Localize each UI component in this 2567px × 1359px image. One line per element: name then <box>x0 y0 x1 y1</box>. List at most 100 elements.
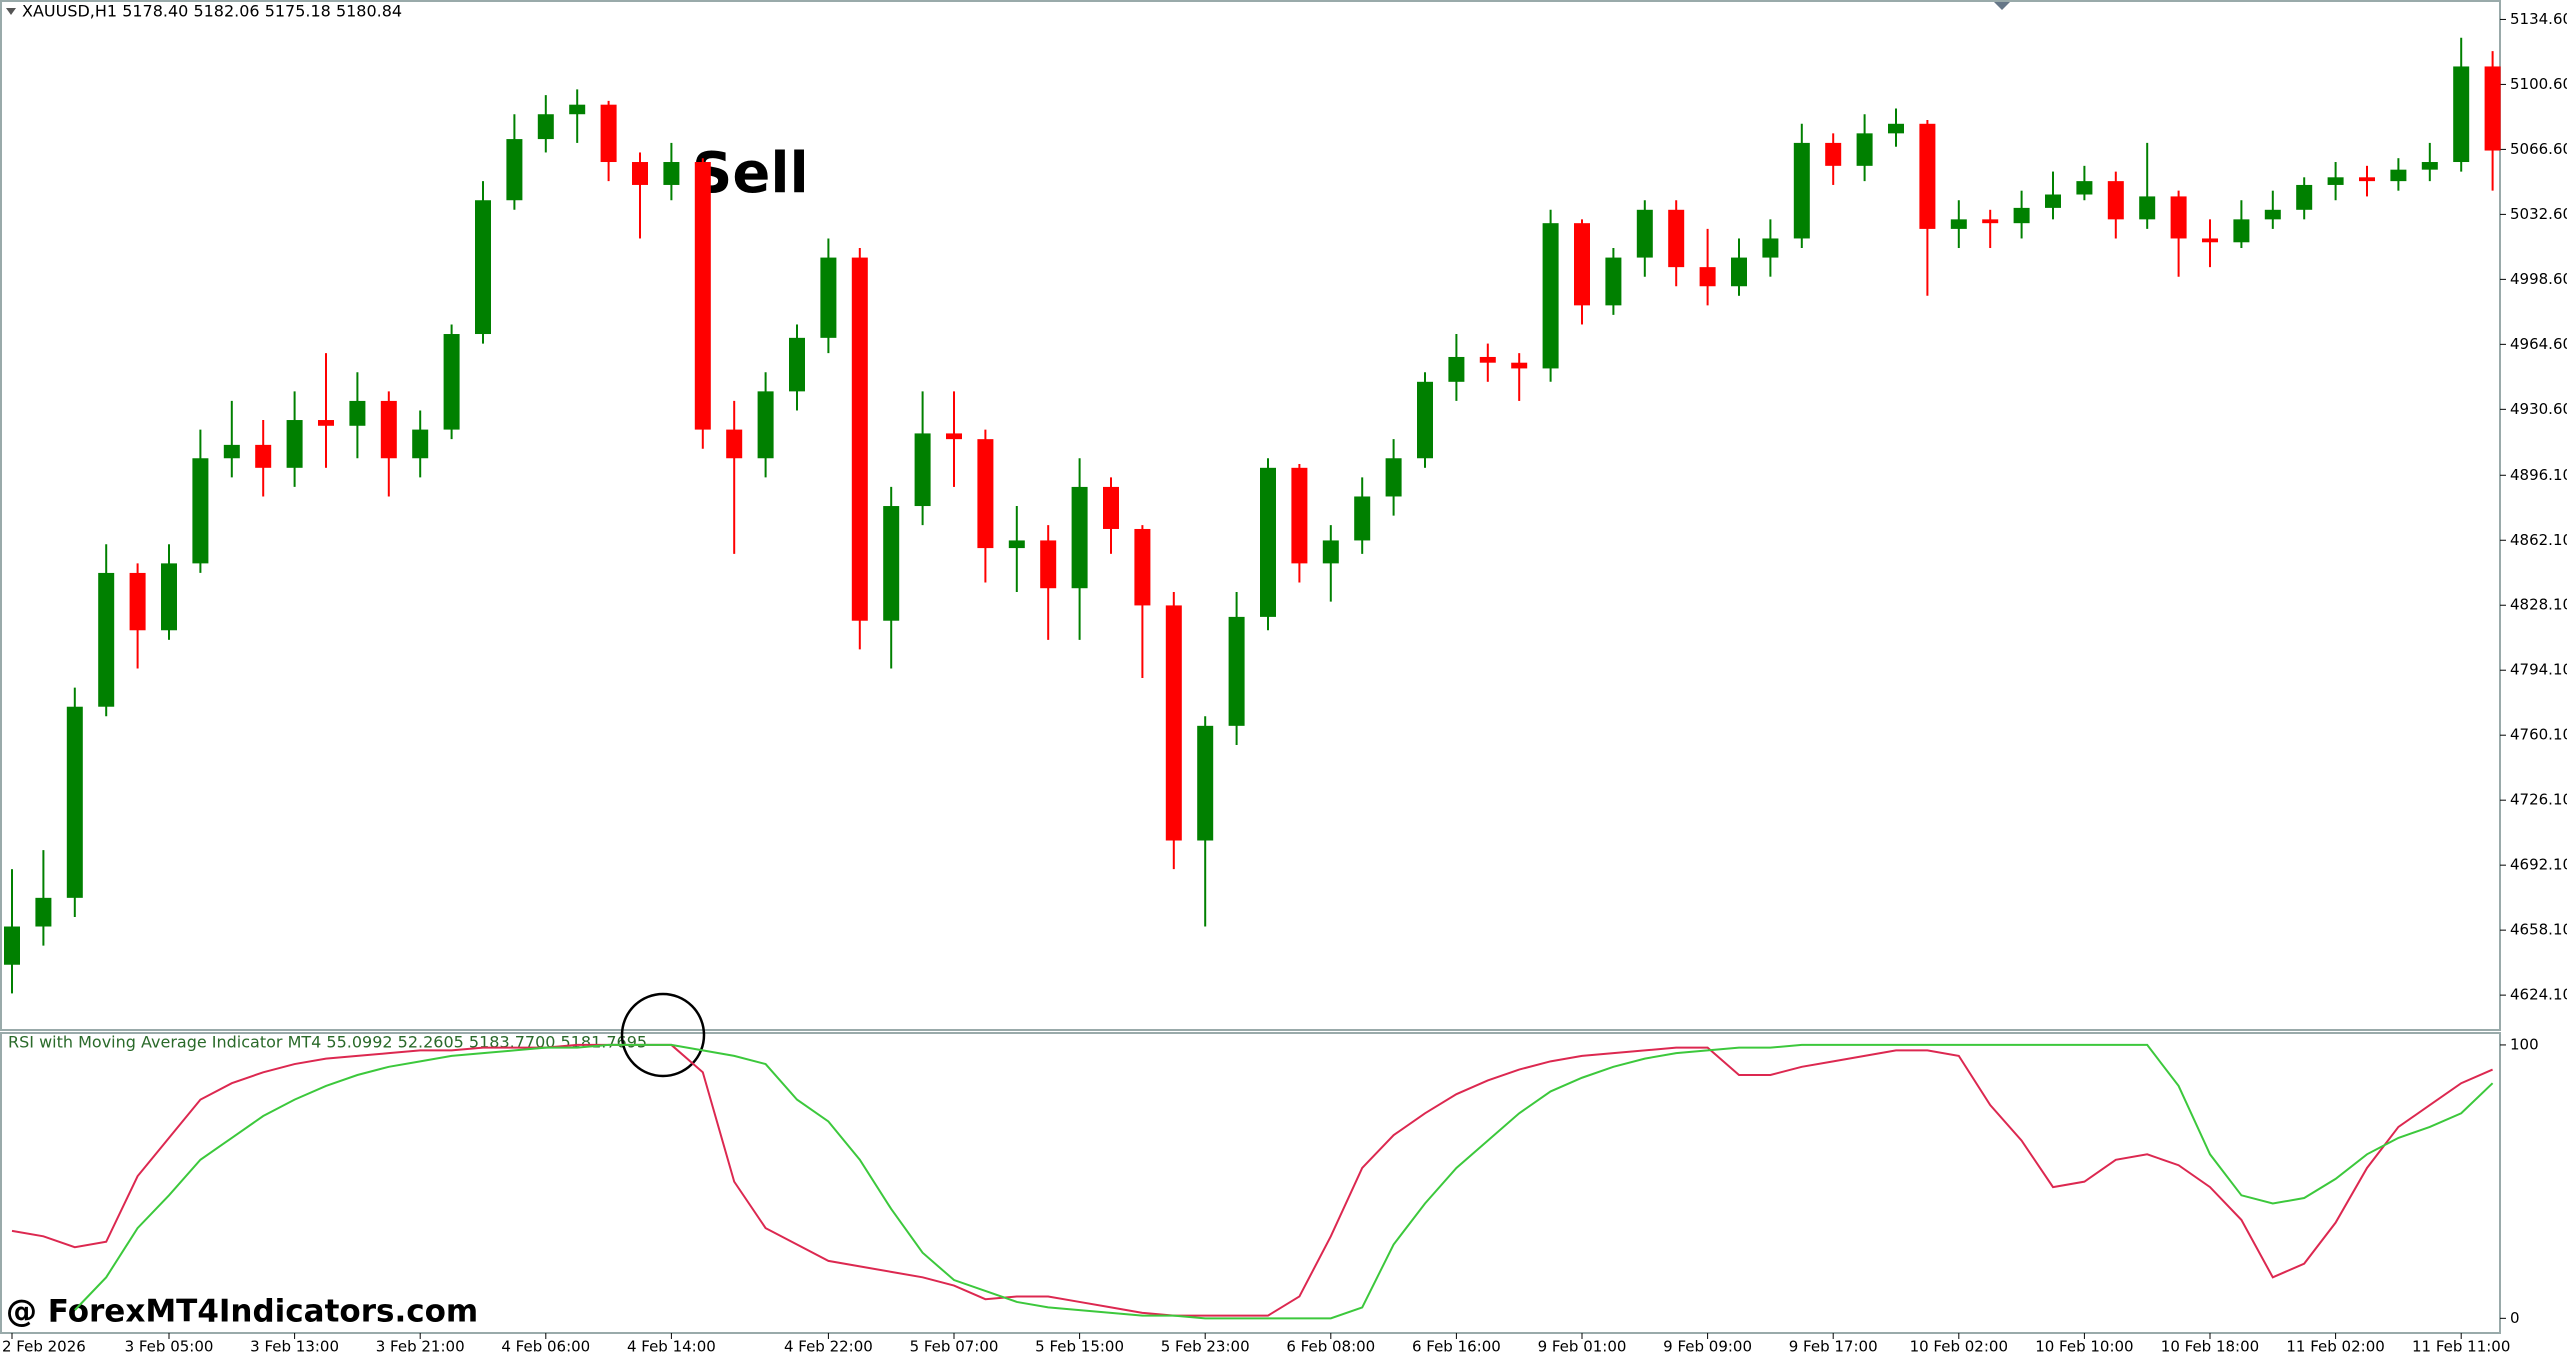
annotation: Sell <box>692 141 809 206</box>
candle-body <box>2327 177 2344 185</box>
candle-body <box>1228 616 1245 726</box>
candle-body <box>694 162 711 430</box>
rsi-line <box>74 1043 2494 1320</box>
y-tick-label: 100 <box>2510 1035 2539 1053</box>
signal-circle <box>620 992 706 1078</box>
x-tick-label: 5 Feb 15:00 <box>1035 1338 1124 1356</box>
x-tick-label: 4 Feb 14:00 <box>627 1338 716 1356</box>
x-tick-label: 6 Feb 08:00 <box>1286 1338 1375 1356</box>
candle-body <box>1950 219 1967 229</box>
y-tick-label: 4760.10 <box>2510 726 2567 744</box>
y-tick-label: 4998.60 <box>2510 270 2567 288</box>
candle-body <box>1919 123 1936 229</box>
candle-body <box>2264 209 2281 220</box>
candle-body <box>820 257 837 338</box>
candle-body <box>1008 540 1025 549</box>
watermark: @ ForexMT4Indicators.com <box>6 1294 478 1330</box>
x-tick-label: 9 Feb 17:00 <box>1789 1338 1878 1356</box>
y-tick-label: 4624.10 <box>2510 986 2567 1004</box>
candle-body <box>2296 184 2313 210</box>
rsi-line <box>11 1043 2493 1317</box>
candle-body <box>1699 267 1716 287</box>
candle-body <box>851 257 868 621</box>
candle-body <box>35 897 52 927</box>
y-tick-label: 5032.60 <box>2510 205 2567 223</box>
candle-body <box>255 444 272 468</box>
x-tick-label: 11 Feb 11:00 <box>2412 1338 2510 1356</box>
candle-body <box>1605 257 1622 306</box>
candle-body <box>192 458 209 564</box>
candle-body <box>600 104 617 163</box>
x-tick-label: 6 Feb 16:00 <box>1412 1338 1501 1356</box>
candle-body <box>757 391 774 459</box>
candle-body <box>1668 209 1685 268</box>
candle-body <box>789 337 805 392</box>
x-tick-label: 4 Feb 06:00 <box>501 1338 590 1356</box>
candle-body <box>1322 540 1339 564</box>
x-tick-label: 3 Feb 21:00 <box>376 1338 465 1356</box>
candle-body <box>2453 66 2470 163</box>
y-tick-label: 5100.60 <box>2510 75 2567 93</box>
candle-body <box>726 429 743 459</box>
candle-body <box>2076 181 2093 195</box>
candle-body <box>883 506 900 621</box>
candle-body <box>2359 177 2375 182</box>
candle-body <box>286 420 303 468</box>
x-tick-label: 3 Feb 13:00 <box>250 1338 339 1356</box>
candle-body <box>946 433 962 440</box>
y-tick-label: 4862.10 <box>2510 531 2567 549</box>
y-tick-label: 5066.60 <box>2510 140 2567 158</box>
x-tick-label: 10 Feb 18:00 <box>2161 1338 2259 1356</box>
candle-body <box>1417 381 1433 459</box>
x-tick-label: 5 Feb 23:00 <box>1161 1338 1250 1356</box>
candle-body <box>475 200 491 335</box>
x-tick-label: 4 Feb 22:00 <box>784 1338 873 1356</box>
candle-body <box>2013 207 2030 224</box>
candle-body <box>443 334 460 430</box>
shift-marker <box>1994 2 2010 10</box>
candle-body <box>129 572 146 631</box>
candle-body <box>1479 356 1496 363</box>
y-tick-label: 4658.10 <box>2510 921 2567 939</box>
candle-body <box>569 104 586 115</box>
panel-marker <box>6 8 16 15</box>
candle-body <box>380 400 397 459</box>
candle-body <box>412 429 429 459</box>
candle-body <box>1354 496 1371 541</box>
y-tick-label: 4896.10 <box>2510 466 2567 484</box>
candle-body <box>1574 223 1590 306</box>
candle-body <box>2484 66 2501 151</box>
y-tick-label: 4794.10 <box>2510 661 2567 679</box>
candle-body <box>1040 540 1057 589</box>
x-tick-label: 3 Feb 05:00 <box>125 1338 214 1356</box>
candle-body <box>1103 486 1119 529</box>
candle-body <box>1197 725 1214 841</box>
candle-body <box>537 114 554 140</box>
candle-body <box>1888 123 1904 134</box>
candle-body <box>98 572 115 707</box>
candle-body <box>2202 238 2218 243</box>
candle-body <box>977 439 994 549</box>
candle-body <box>1636 209 1653 258</box>
candle-body <box>4 926 20 965</box>
candle-body <box>914 433 931 507</box>
candle-body <box>506 139 523 201</box>
candle-body <box>2233 219 2250 243</box>
candle-body <box>2139 196 2156 220</box>
candle-body <box>1825 142 1842 166</box>
candle-body <box>318 420 334 426</box>
candle-body <box>1982 219 1999 224</box>
candle-body <box>1260 467 1276 617</box>
chart-title: XAUUSD,H1 5178.40 5182.06 5175.18 5180.8… <box>22 2 402 21</box>
candle-body <box>1511 362 1528 369</box>
candle-body <box>161 563 177 631</box>
candle-body <box>1542 223 1559 369</box>
candle-body <box>1165 605 1182 841</box>
candle-body <box>1071 486 1088 589</box>
y-tick-label: 4692.10 <box>2510 856 2567 874</box>
x-tick-label: 9 Feb 09:00 <box>1663 1338 1752 1356</box>
rsi-panel <box>0 1032 2501 1334</box>
candle-body <box>632 162 648 185</box>
x-tick-label: 9 Feb 01:00 <box>1538 1338 1627 1356</box>
